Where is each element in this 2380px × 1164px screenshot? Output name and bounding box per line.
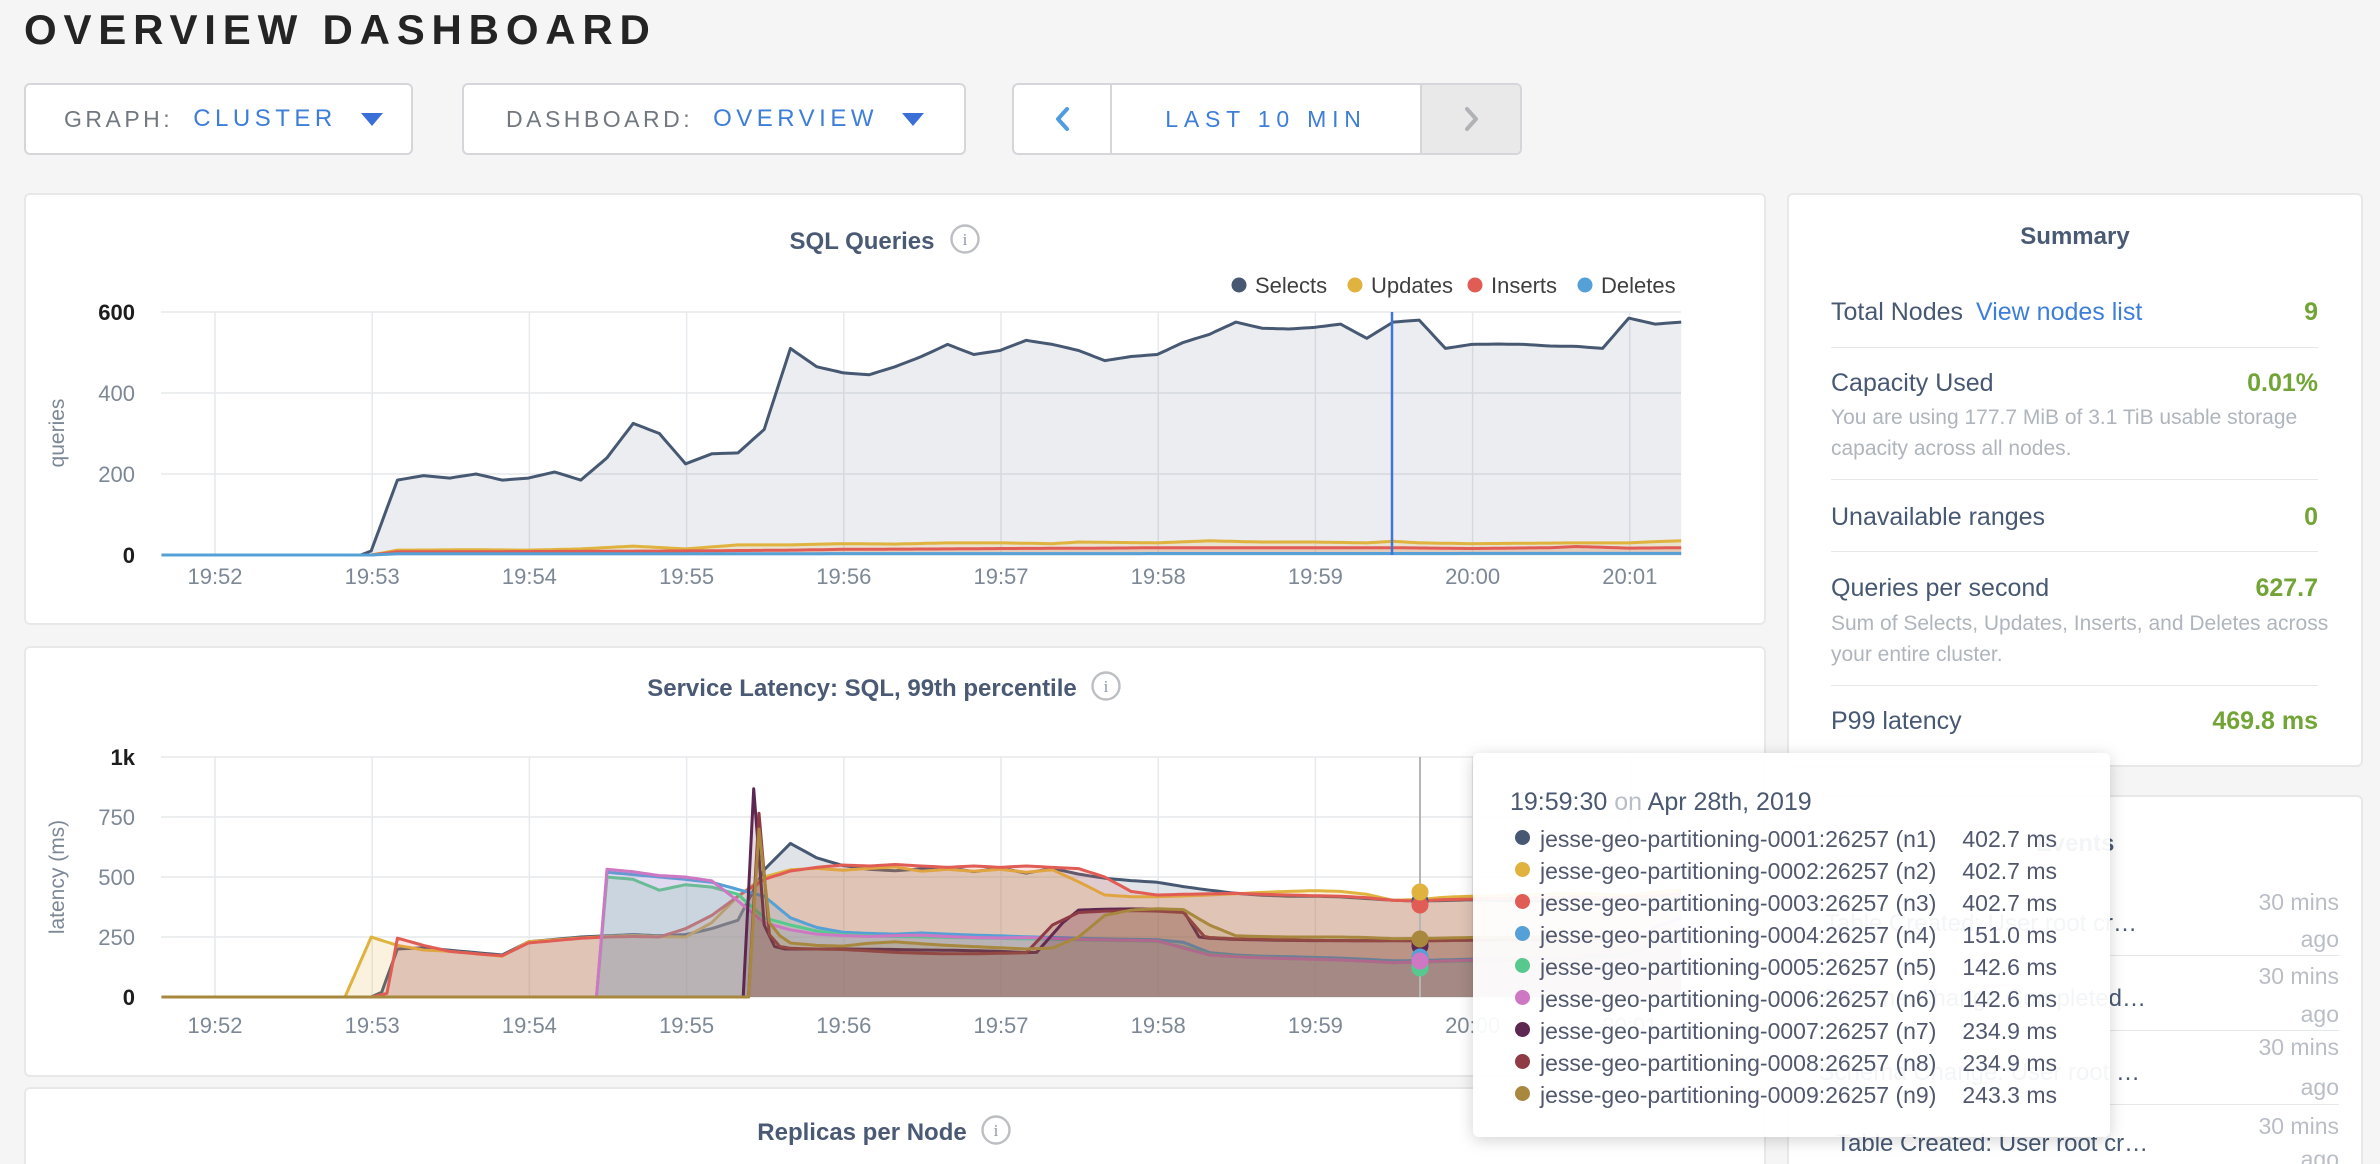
svg-text:19:56: 19:56 <box>816 564 871 589</box>
svg-text:19:55: 19:55 <box>659 1013 714 1038</box>
svg-text:19:58: 19:58 <box>1131 1013 1186 1038</box>
svg-text:19:54: 19:54 <box>502 564 557 589</box>
svg-text:Inserts: Inserts <box>1491 273 1557 298</box>
svg-text:19:54: 19:54 <box>502 1013 557 1038</box>
svg-text:i: i <box>963 230 968 249</box>
svg-text:19:56: 19:56 <box>816 1013 871 1038</box>
svg-text:20:01: 20:01 <box>1602 564 1657 589</box>
svg-text:19:57: 19:57 <box>973 564 1028 589</box>
svg-text:400: 400 <box>98 381 135 406</box>
svg-text:600: 600 <box>98 300 135 325</box>
svg-text:Selects: Selects <box>1255 273 1327 298</box>
svg-text:latency (ms): latency (ms) <box>46 820 69 934</box>
svg-text:i: i <box>1104 677 1109 696</box>
svg-text:Updates: Updates <box>1371 273 1453 298</box>
svg-text:19:53: 19:53 <box>345 564 400 589</box>
svg-text:SQL Queries: SQL Queries <box>790 228 935 255</box>
svg-text:19:52: 19:52 <box>187 564 242 589</box>
svg-text:500: 500 <box>98 865 135 890</box>
svg-text:0: 0 <box>123 543 135 568</box>
svg-text:19:58: 19:58 <box>1131 564 1186 589</box>
svg-text:250: 250 <box>98 925 135 950</box>
svg-text:20:00: 20:00 <box>1445 564 1500 589</box>
svg-text:Replicas per Node: Replicas per Node <box>757 1119 966 1146</box>
svg-text:19:53: 19:53 <box>345 1013 400 1038</box>
svg-text:19:55: 19:55 <box>659 564 714 589</box>
svg-text:19:59: 19:59 <box>1288 564 1343 589</box>
svg-text:Deletes: Deletes <box>1601 273 1676 298</box>
svg-text:Service Latency: SQL, 99th per: Service Latency: SQL, 99th percentile <box>647 675 1077 702</box>
svg-text:i: i <box>994 1121 999 1140</box>
svg-text:0: 0 <box>123 985 135 1010</box>
svg-text:19:57: 19:57 <box>973 1013 1028 1038</box>
svg-text:queries: queries <box>46 399 69 468</box>
svg-text:1k: 1k <box>111 745 136 770</box>
svg-text:19:52: 19:52 <box>187 1013 242 1038</box>
svg-text:19:59: 19:59 <box>1288 1013 1343 1038</box>
svg-text:200: 200 <box>98 462 135 487</box>
svg-text:750: 750 <box>98 805 135 830</box>
